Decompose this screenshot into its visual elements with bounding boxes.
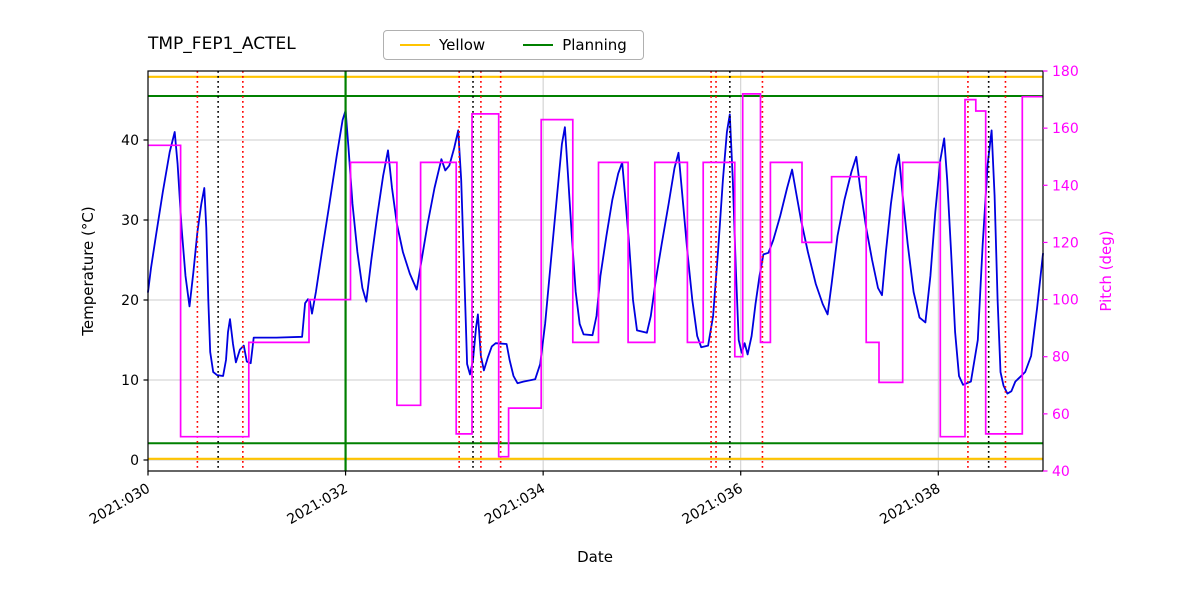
legend-item-yellow: Yellow <box>400 36 485 54</box>
svg-text:60: 60 <box>1052 407 1070 423</box>
legend: Yellow Planning <box>383 30 644 60</box>
svg-text:40: 40 <box>1052 464 1070 480</box>
legend-item-planning: Planning <box>523 36 627 54</box>
svg-text:2021:036: 2021:036 <box>680 481 746 528</box>
svg-text:100: 100 <box>1052 293 1079 309</box>
legend-line-sample <box>523 44 554 46</box>
svg-text:30: 30 <box>121 213 139 229</box>
svg-text:40: 40 <box>121 133 139 149</box>
svg-text:2021:034: 2021:034 <box>482 481 548 528</box>
legend-line-sample <box>400 44 430 46</box>
chart-title: TMP_FEP1_ACTEL <box>148 34 296 54</box>
y-axis-label-pitch: Pitch (deg) <box>1097 230 1115 312</box>
svg-text:80: 80 <box>1052 350 1070 366</box>
svg-text:180: 180 <box>1052 64 1079 80</box>
gridlines <box>147 71 1043 471</box>
x-axis-label-date: Date <box>577 548 613 566</box>
constraint-lines <box>196 71 1007 471</box>
legend-label: Yellow <box>439 36 486 54</box>
svg-text:2021:032: 2021:032 <box>284 481 350 528</box>
svg-text:2021:038: 2021:038 <box>877 481 943 528</box>
svg-text:20: 20 <box>121 293 139 309</box>
y-axis-label-temperature: Temperature (°C) <box>79 206 97 336</box>
pitch-series <box>148 93 1043 458</box>
svg-text:2021:030: 2021:030 <box>87 481 153 528</box>
svg-text:120: 120 <box>1052 235 1079 251</box>
svg-text:160: 160 <box>1052 121 1079 137</box>
svg-text:0: 0 <box>130 453 139 469</box>
temperature-series <box>147 109 1044 395</box>
plot-frame <box>147 70 1044 472</box>
limit-lines <box>148 75 1043 460</box>
legend-label: Planning <box>562 36 627 54</box>
svg-text:140: 140 <box>1052 178 1079 194</box>
svg-text:10: 10 <box>121 373 139 389</box>
